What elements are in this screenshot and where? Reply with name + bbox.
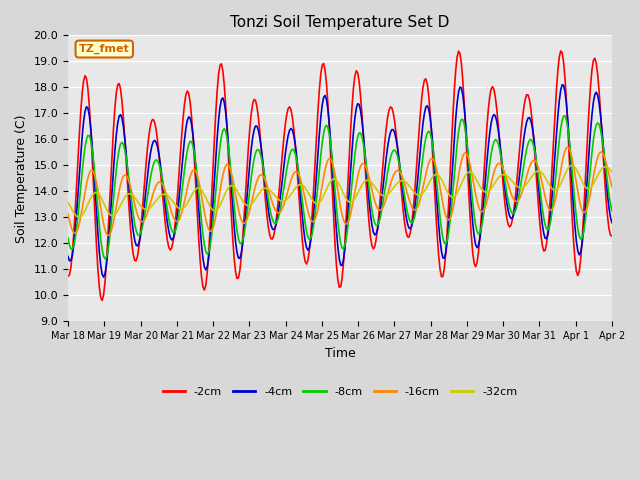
-2cm: [83, 76, 90, 82]
-8cm: [607, 201, 614, 207]
-32cm: [568, 162, 576, 168]
-4cm: [83, 104, 90, 109]
-16cm: [104, 233, 111, 239]
Line: -16cm: -16cm: [68, 147, 612, 236]
-16cm: [564, 144, 572, 150]
Line: -32cm: -32cm: [68, 165, 612, 217]
-16cm: [453, 182, 461, 188]
-2cm: [534, 197, 542, 203]
Legend: -2cm, -4cm, -8cm, -16cm, -32cm: -2cm, -4cm, -8cm, -16cm, -32cm: [158, 383, 522, 401]
-4cm: [558, 82, 566, 88]
-2cm: [99, 298, 106, 303]
X-axis label: Time: Time: [324, 347, 355, 360]
-8cm: [64, 235, 72, 241]
-8cm: [100, 253, 108, 259]
-2cm: [453, 54, 461, 60]
-32cm: [84, 202, 92, 207]
-32cm: [346, 199, 353, 205]
-32cm: [453, 190, 461, 196]
-16cm: [64, 211, 72, 217]
-16cm: [607, 178, 614, 184]
-4cm: [534, 179, 542, 184]
-4cm: [101, 271, 109, 277]
-2cm: [64, 273, 72, 279]
-8cm: [453, 141, 461, 147]
-2cm: [346, 155, 353, 160]
-32cm: [76, 215, 83, 220]
-4cm: [453, 100, 461, 106]
-4cm: [64, 253, 72, 259]
Line: -2cm: -2cm: [68, 51, 612, 300]
-8cm: [83, 136, 90, 142]
-2cm: [607, 232, 614, 238]
-32cm: [64, 200, 72, 205]
-32cm: [101, 203, 109, 209]
-4cm: [608, 220, 616, 226]
-2cm: [557, 48, 564, 54]
Line: -4cm: -4cm: [68, 85, 612, 277]
-16cm: [534, 164, 542, 169]
Y-axis label: Soil Temperature (C): Soil Temperature (C): [15, 114, 28, 242]
-8cm: [101, 256, 109, 262]
-32cm: [607, 168, 614, 173]
-4cm: [100, 274, 108, 280]
-16cm: [83, 181, 90, 187]
Text: TZ_fmet: TZ_fmet: [79, 44, 130, 54]
-16cm: [608, 184, 616, 190]
-16cm: [100, 220, 108, 226]
-8cm: [608, 208, 616, 214]
-32cm: [608, 169, 616, 175]
-2cm: [101, 280, 109, 286]
Line: -8cm: -8cm: [68, 116, 612, 259]
-4cm: [607, 215, 614, 220]
-2cm: [608, 233, 616, 239]
-8cm: [346, 210, 353, 216]
Title: Tonzi Soil Temperature Set D: Tonzi Soil Temperature Set D: [230, 15, 450, 30]
-32cm: [534, 168, 542, 174]
-8cm: [561, 113, 569, 119]
-4cm: [346, 190, 353, 195]
-16cm: [346, 216, 353, 222]
-8cm: [534, 170, 542, 176]
